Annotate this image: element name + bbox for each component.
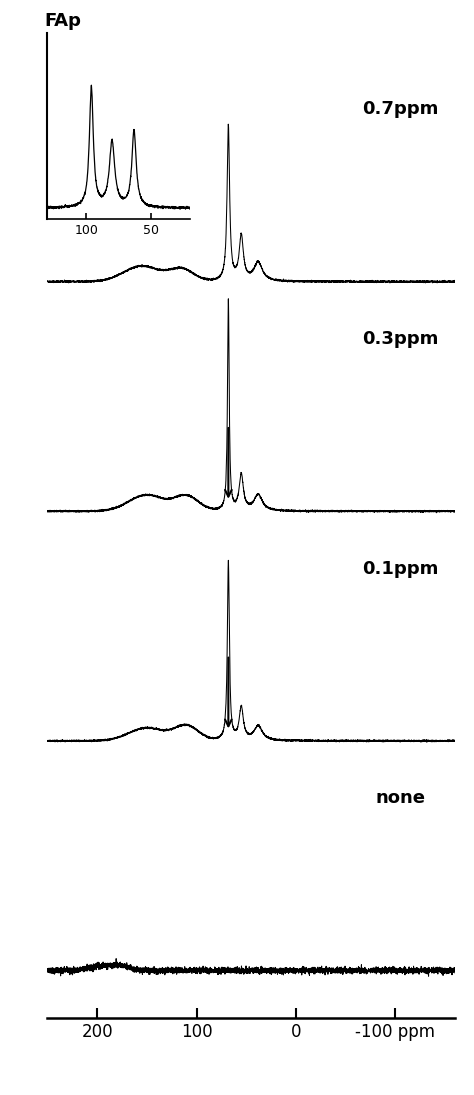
Text: 0.3ppm: 0.3ppm <box>362 330 438 348</box>
Text: none: none <box>375 789 425 807</box>
Text: 0.1ppm: 0.1ppm <box>362 560 438 578</box>
Text: 0.7ppm: 0.7ppm <box>362 101 438 118</box>
Text: FAp: FAp <box>45 12 82 30</box>
